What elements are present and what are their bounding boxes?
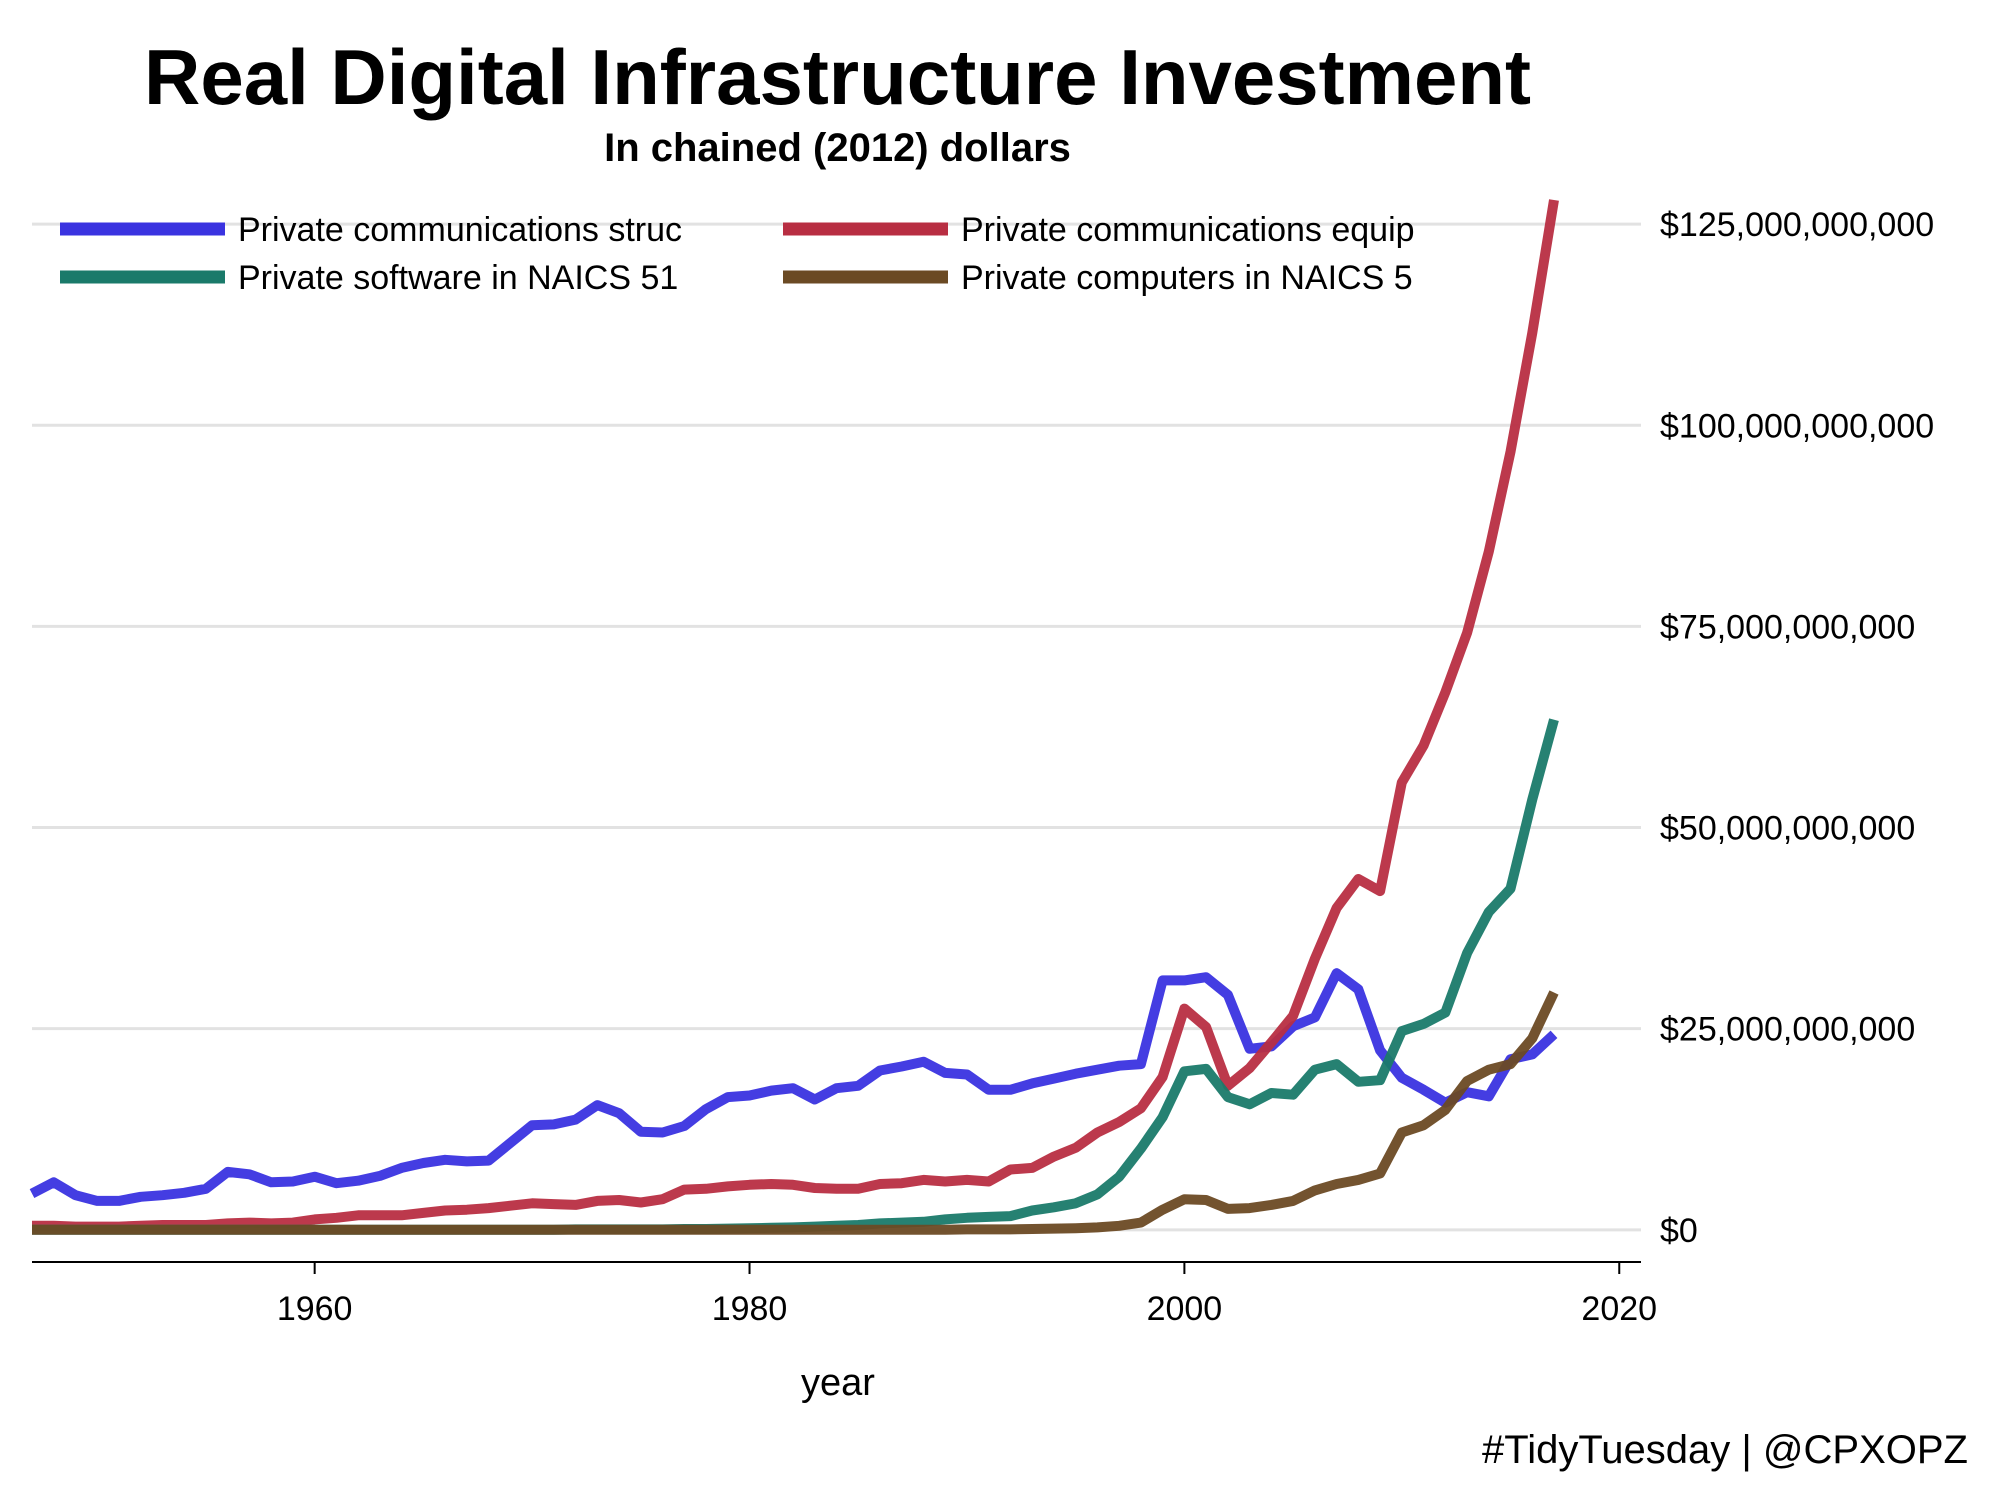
series-line [32,718,1559,1235]
y-tick-label: $50,000,000,000 [1660,810,1915,848]
y-tick-label: $75,000,000,000 [1660,608,1915,646]
chart-title: Real Digital Infrastructure Investment [143,33,1531,121]
y-axis: $0 $25,000,000,000 $50,000,000,000 $75,000,… [1660,206,1934,1250]
x-axis-title: year [801,1362,875,1404]
chart-subtitle: In chained (2012) dollars [604,126,1071,170]
legend-label: Private communications equip [961,211,1415,249]
legend-label: Private software in NAICS 51 [238,259,678,297]
y-tick-label: $0 [1660,1212,1698,1250]
series-line [32,199,1559,1232]
x-tick-label: 2000 [1147,1290,1223,1328]
caption: #TidyTuesday | @CPXOPZ [1482,1428,1968,1472]
series-line [29,968,1558,1206]
x-tick-label: 2020 [1581,1290,1657,1328]
y-tick-label: $25,000,000,000 [1660,1011,1915,1049]
series-lines [29,199,1559,1235]
series-line [32,990,1559,1235]
x-axis: 1960 1980 2000 2020 [32,1261,1657,1328]
legend-label: Private computers in NAICS 5 [961,259,1413,297]
y-tick-label: $125,000,000,000 [1660,206,1934,244]
legend: Private communications struc Private comm… [60,211,1415,297]
x-tick-label: 1960 [277,1290,353,1328]
legend-label: Private communications struc [238,211,682,249]
x-tick-label: 1980 [712,1290,788,1328]
y-tick-label: $100,000,000,000 [1660,407,1934,445]
